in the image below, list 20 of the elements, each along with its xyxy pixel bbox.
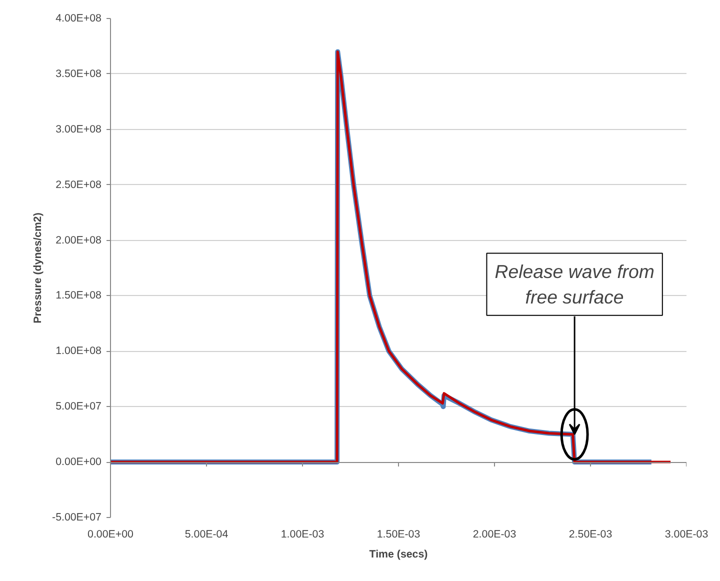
y-tick-label: 1.50E+08 [56, 290, 102, 302]
y-tick-label: 0.00E+00 [56, 456, 102, 468]
annotation: Release wave from free surface [494, 261, 654, 308]
x-tick-label: 0.00E+00 [88, 528, 134, 540]
x-tick-label: 2.00E-03 [472, 528, 516, 540]
x-tick-label: 2.50E-03 [568, 528, 612, 540]
x-tick-label: 5.00E-04 [184, 528, 228, 540]
y-tick-label: 3.50E+08 [56, 68, 102, 80]
x-tick-label: 3.00E-03 [664, 528, 708, 540]
y-tick-label: 5.00E+07 [56, 400, 102, 413]
y-tick-label: -5.00E+07 [52, 512, 102, 524]
y-tick-label: 2.50E+08 [56, 178, 102, 191]
y-tick-label: 1.00E+08 [56, 345, 102, 358]
y-tick-label: 4.00E+08 [56, 12, 102, 24]
y-tick-label: 3.00E+08 [56, 123, 102, 136]
x-tick-label: 1.50E-03 [376, 528, 420, 540]
x-axis-title: Time (secs) [369, 548, 428, 560]
y-axis-title: Pressure (dynes/cm2) [32, 212, 44, 324]
y-tick-label: 2.00E+08 [56, 234, 102, 246]
x-tick-label: 1.00E-03 [280, 528, 324, 540]
